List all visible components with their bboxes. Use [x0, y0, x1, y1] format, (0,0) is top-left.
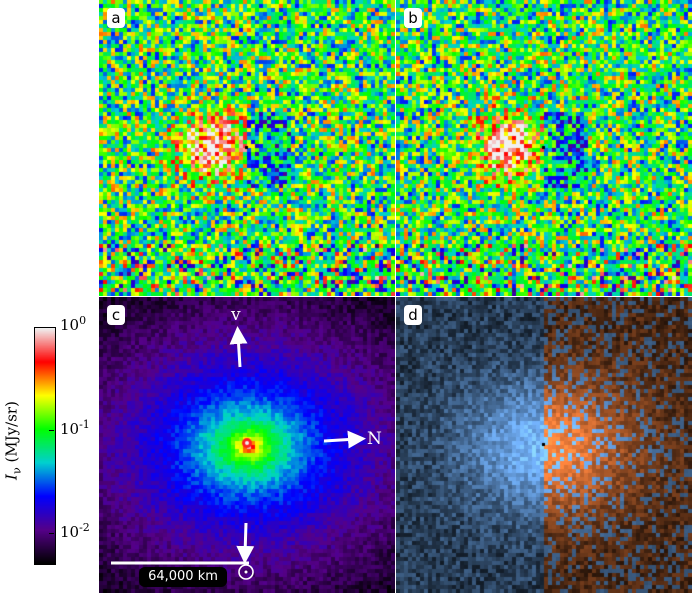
- sun-symbol-dot: [244, 570, 248, 574]
- scale-bar-label: 64,000 km: [139, 567, 227, 587]
- panel-a-canvas: [99, 0, 395, 296]
- panel-a-label: a: [107, 8, 125, 28]
- colorbar-tick-label: 100: [60, 314, 87, 334]
- colorbar-tick-label: 10-1: [60, 418, 90, 438]
- panel-c-label: c: [107, 305, 125, 325]
- colorbar-tick-label: 10-2: [60, 521, 90, 541]
- north-label: N: [367, 429, 382, 449]
- sun-symbol-icon: [238, 564, 254, 580]
- panel-b-canvas: [396, 0, 692, 296]
- sun-arrow: [236, 522, 255, 564]
- velocity-arrow: [229, 326, 248, 368]
- panel-b-label: b: [404, 8, 422, 28]
- colorbar-gradient: [35, 328, 55, 564]
- colorbar: [34, 327, 56, 565]
- panel-a-image: a: [99, 0, 395, 296]
- panel-c-overlay: [111, 326, 366, 580]
- panel-d-label: d: [404, 305, 422, 325]
- colorbar-title: Iν (MJy/sr): [2, 401, 24, 480]
- panel-d-image: d: [396, 297, 692, 593]
- panel-c-image: c v N 64,000 km: [99, 297, 395, 593]
- colorbar-tickmark: [49, 430, 54, 431]
- panel-d-canvas: [396, 297, 692, 593]
- colorbar-tickmark: [49, 533, 54, 534]
- panel-b-image: b: [396, 0, 692, 296]
- north-arrow: [323, 430, 366, 449]
- velocity-label: v: [231, 305, 241, 325]
- panel-c-canvas: [99, 297, 395, 593]
- colorbar-tickmark: [49, 327, 54, 328]
